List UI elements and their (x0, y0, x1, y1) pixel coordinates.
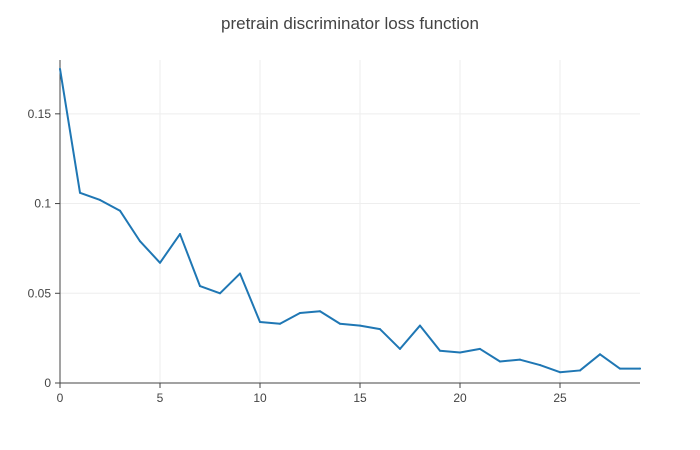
data-point (159, 261, 161, 264)
data-point (139, 240, 141, 243)
data-point (79, 191, 81, 194)
x-tick-label: 0 (57, 391, 64, 405)
data-point (319, 310, 321, 313)
data-point (59, 67, 61, 70)
series-line (59, 67, 641, 374)
data-point (219, 292, 221, 295)
x-tick-label: 5 (157, 391, 164, 405)
y-tick-label: 0.05 (28, 286, 52, 300)
data-point (559, 371, 561, 374)
data-point (299, 312, 301, 315)
x-tick-label: 10 (253, 391, 267, 405)
data-point (119, 209, 121, 212)
data-point (279, 322, 281, 325)
data-point (439, 349, 441, 352)
data-point (239, 272, 241, 275)
series-layer (59, 67, 641, 374)
y-tick-label: 0 (44, 376, 51, 390)
y-tick-label: 0.1 (34, 197, 51, 211)
data-point (499, 360, 501, 363)
data-point (419, 324, 421, 327)
chart-title: pretrain discriminator loss function (221, 14, 479, 33)
data-point (579, 369, 581, 372)
data-point (519, 358, 521, 361)
tick-labels-layer: 0 5 10 15 20 25 0 0.05 0.1 0.15 (28, 107, 567, 405)
data-point (339, 322, 341, 325)
data-point (399, 347, 401, 350)
data-point (619, 367, 621, 370)
y-tick-label: 0.15 (28, 107, 52, 121)
axes-layer (55, 60, 640, 388)
data-point (379, 328, 381, 331)
data-point (259, 320, 261, 323)
x-tick-label: 25 (553, 391, 567, 405)
data-point (359, 324, 361, 327)
x-tick-label: 15 (353, 391, 367, 405)
data-point (99, 198, 101, 201)
data-point (479, 347, 481, 350)
data-point (459, 351, 461, 354)
data-point (199, 285, 201, 288)
x-tick-label: 20 (453, 391, 467, 405)
data-point (539, 364, 541, 367)
data-point (639, 367, 641, 370)
grid-layer (60, 60, 640, 383)
data-point (179, 233, 181, 236)
data-point (599, 353, 601, 356)
